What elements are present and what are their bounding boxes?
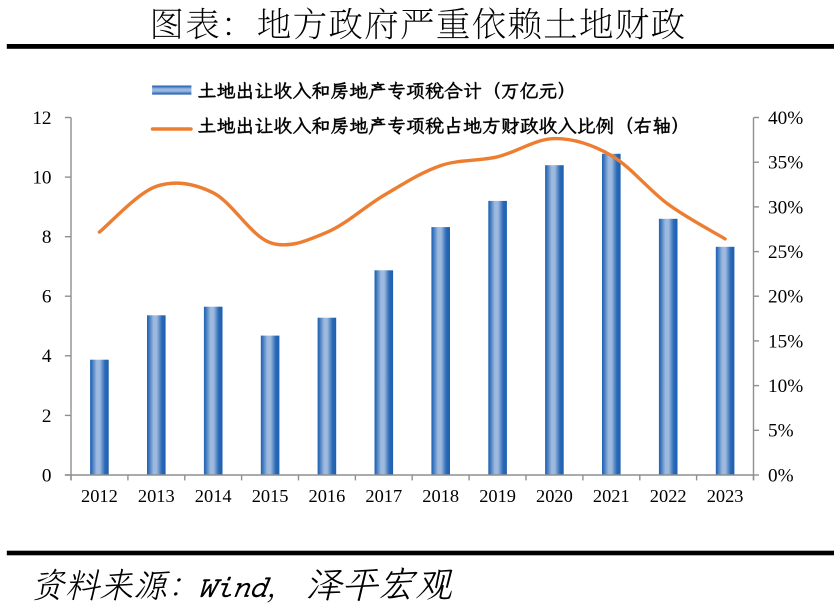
svg-text:8: 8: [42, 227, 52, 248]
svg-text:20%: 20%: [768, 287, 803, 308]
svg-text:2020: 2020: [536, 486, 573, 506]
svg-text:0: 0: [42, 465, 52, 486]
svg-text:15%: 15%: [768, 331, 803, 352]
svg-text:2: 2: [42, 406, 52, 427]
svg-text:30%: 30%: [768, 197, 803, 218]
svg-text:2019: 2019: [479, 486, 516, 506]
svg-text:2021: 2021: [593, 486, 630, 506]
svg-text:4: 4: [42, 346, 52, 367]
svg-text:2013: 2013: [138, 486, 175, 506]
svg-text:10: 10: [32, 168, 51, 189]
svg-text:25%: 25%: [768, 242, 803, 263]
svg-text:6: 6: [42, 287, 52, 308]
svg-text:2015: 2015: [252, 486, 289, 506]
svg-text:12: 12: [32, 108, 51, 129]
svg-text:5%: 5%: [768, 421, 794, 442]
svg-text:2022: 2022: [650, 486, 687, 506]
svg-text:10%: 10%: [768, 376, 803, 397]
svg-text:2017: 2017: [365, 486, 402, 506]
svg-text:2016: 2016: [309, 486, 346, 506]
svg-text:2014: 2014: [195, 486, 232, 506]
svg-text:2018: 2018: [422, 486, 459, 506]
svg-text:2023: 2023: [707, 486, 744, 506]
svg-text:0%: 0%: [768, 465, 794, 486]
svg-text:35%: 35%: [768, 153, 803, 174]
svg-text:40%: 40%: [768, 108, 803, 129]
svg-text:2012: 2012: [81, 486, 118, 506]
